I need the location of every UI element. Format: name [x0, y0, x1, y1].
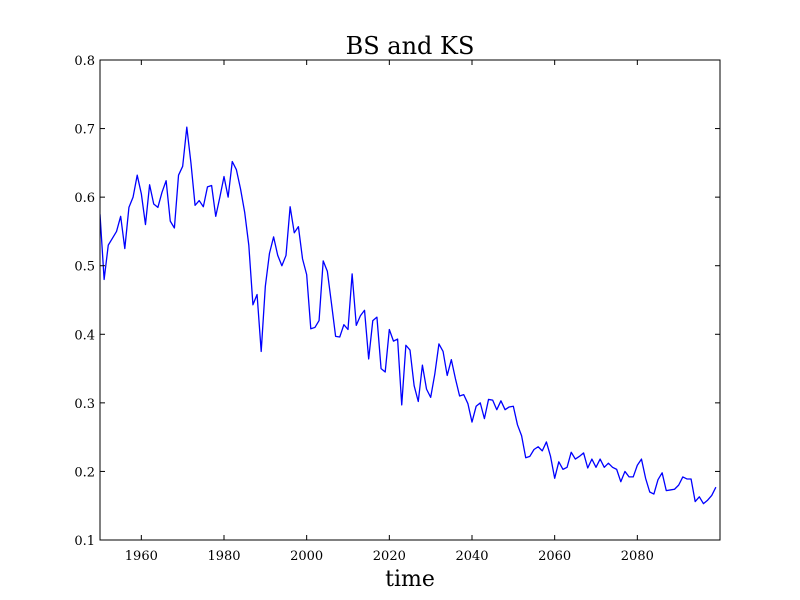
y-tick-label: 0.8: [74, 54, 95, 69]
x-tick-label: 1980: [207, 549, 240, 564]
series-line-0: [100, 126, 717, 505]
y-tick-label: 0.5: [74, 260, 95, 275]
y-tick-label: 0.6: [74, 191, 95, 206]
chart-title: BS and KS: [346, 32, 475, 60]
y-axis: 0.1 0.2 0.3 0.4 0.5 0.6 0.7 0.8: [74, 54, 720, 549]
y-tick-label: 0.3: [74, 397, 95, 412]
x-axis: 1960 1980 2000 2020 2040 2060 2080: [125, 60, 654, 564]
y-tick-label: 0.7: [74, 123, 95, 138]
x-tick-label: 2020: [373, 549, 406, 564]
axes-frame: [99, 59, 721, 541]
y-tick-label: 0.4: [74, 328, 95, 343]
y-tick-label: 0.1: [74, 534, 95, 549]
x-tick-label: 2040: [455, 549, 488, 564]
y-tick-label: 0.2: [74, 465, 95, 480]
plot-area: [100, 126, 717, 505]
x-tick-label: 2060: [538, 549, 571, 564]
x-axis-label: time: [385, 567, 435, 592]
x-tick-label: 2000: [290, 549, 323, 564]
x-tick-label: 1960: [125, 549, 158, 564]
x-tick-label: 2080: [621, 549, 654, 564]
